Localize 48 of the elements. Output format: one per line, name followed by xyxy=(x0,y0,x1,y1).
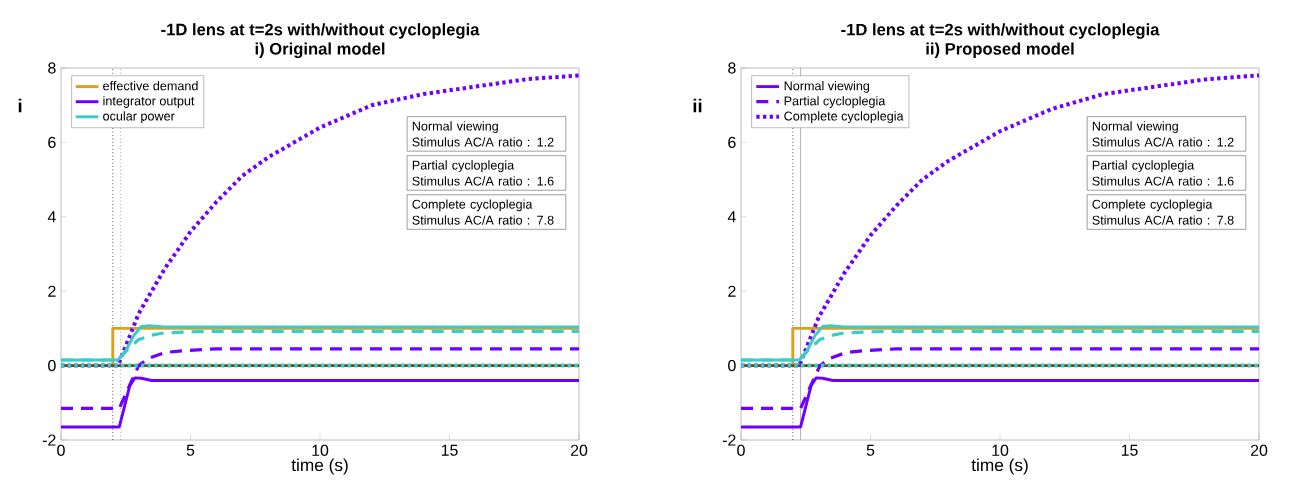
y-tick-label: 0 xyxy=(48,359,56,372)
y-tick-label: 8 xyxy=(48,62,56,74)
annotation: Complete cycloplegia xyxy=(412,199,533,212)
annotation: Stimulus AC/A ratio : 1.2 xyxy=(1092,137,1234,147)
legend-label: Complete cycloplegia xyxy=(784,111,904,124)
y-tick-label: 4 xyxy=(727,211,736,223)
annotation: Stimulus AC/A ratio : 7.8 xyxy=(1092,215,1234,225)
annotation: Partial cycloplegia xyxy=(1092,160,1195,173)
x-tick-label: 20 xyxy=(570,444,588,456)
y-tick-label: 2 xyxy=(728,285,736,297)
chart-title: -1D lens at t=2s with/without cycloplegia xyxy=(161,23,480,39)
x-axis-title: time (s) xyxy=(971,458,1028,475)
legend-label: Normal viewing xyxy=(784,81,870,93)
legend-label: integrator output xyxy=(103,96,195,108)
x-axis-title: time (s) xyxy=(291,458,348,475)
y-tick-label: 2 xyxy=(48,285,56,297)
chart-subtitle: ii) Proposed model xyxy=(926,42,1074,58)
text: i xyxy=(18,98,22,113)
x-tick-label: 15 xyxy=(441,444,458,456)
x-tick-label: 10 xyxy=(992,444,1009,456)
x-tick-label: 0 xyxy=(57,444,65,456)
y-tick-label: 6 xyxy=(728,136,736,149)
y-tick-label: 4 xyxy=(47,211,56,223)
y-tick-label: 6 xyxy=(48,136,56,149)
x-tick-label: 5 xyxy=(186,444,195,456)
x-tick-label: 15 xyxy=(1121,444,1138,456)
annotation: Complete cycloplegia xyxy=(1092,199,1213,212)
legend-label: Partial cycloplegia xyxy=(784,96,886,108)
legend-label: ocular power xyxy=(103,111,175,124)
annotation: Normal viewing xyxy=(1092,121,1178,134)
x-tick-label: 10 xyxy=(312,444,329,456)
x-tick-label: 5 xyxy=(866,444,875,456)
annotation: Normal viewing xyxy=(412,121,498,134)
annotation: Stimulus AC/A ratio : 1.6 xyxy=(412,176,554,186)
text: ii xyxy=(693,98,702,113)
annotation: Stimulus AC/A ratio : 1.2 xyxy=(412,137,554,147)
annotation: Stimulus AC/A ratio : 1.6 xyxy=(1092,176,1234,186)
x-tick-label: 20 xyxy=(1250,444,1268,456)
x-tick-label: 0 xyxy=(737,444,745,456)
y-tick-label: -2 xyxy=(722,434,736,446)
chart-subtitle: i) Original model xyxy=(255,42,385,58)
annotation: Partial cycloplegia xyxy=(412,160,515,173)
y-tick-label: 8 xyxy=(728,62,736,74)
y-tick-label: 0 xyxy=(728,359,736,372)
annotation: Stimulus AC/A ratio : 7.8 xyxy=(412,215,554,225)
y-tick-label: -2 xyxy=(42,434,56,446)
chart-title: -1D lens at t=2s with/without cycloplegia xyxy=(841,23,1160,39)
legend-label: effective demand xyxy=(103,81,198,91)
